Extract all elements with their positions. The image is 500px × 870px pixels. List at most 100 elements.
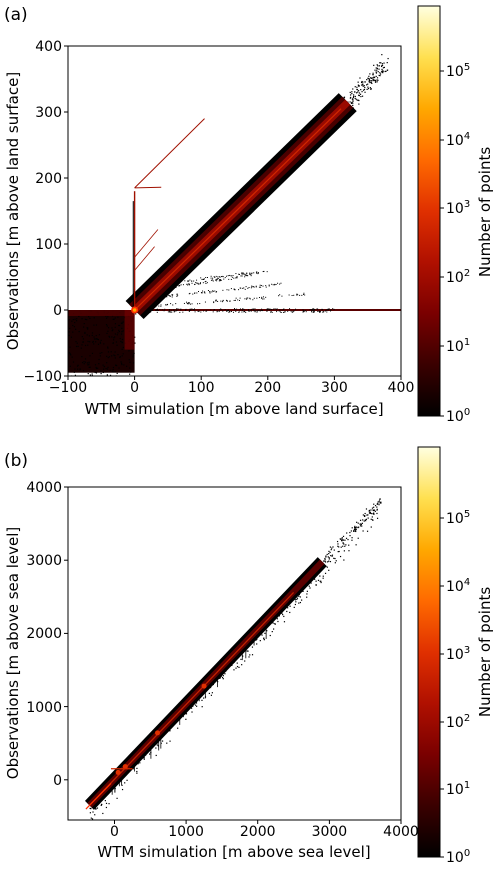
scatter-point — [194, 308, 196, 310]
scatter-point — [344, 545, 346, 547]
scatter-point — [286, 610, 288, 613]
scatter-point — [379, 73, 382, 75]
scatter-point — [122, 321, 124, 323]
hotspot — [201, 683, 207, 689]
scatter-point — [229, 300, 231, 302]
scatter-point — [331, 555, 333, 557]
scatter-point — [190, 309, 192, 311]
scatter-point — [212, 279, 214, 281]
scatter-point — [200, 292, 202, 294]
scatter-point — [211, 291, 213, 293]
scatter-point — [371, 519, 374, 521]
scatter-point — [250, 274, 252, 276]
scatter-point — [312, 311, 314, 313]
y-tick-label: 400 — [35, 39, 62, 55]
scatter-point — [352, 88, 354, 90]
panel-a-colorbar-label: Number of points — [476, 147, 494, 278]
scatter-point — [209, 291, 211, 293]
scatter-point — [271, 283, 273, 285]
scatter-point — [282, 614, 284, 616]
streak-branch — [134, 246, 155, 271]
scatter-point — [236, 277, 238, 279]
y-tick-label: 300 — [35, 105, 62, 121]
scatter-point — [232, 275, 234, 277]
scatter-point — [298, 595, 300, 597]
y-tick-label: 0 — [53, 773, 62, 789]
scatter-point — [375, 71, 377, 73]
scatter-point — [116, 334, 118, 336]
scatter-point — [180, 284, 182, 286]
scatter-point — [328, 560, 330, 562]
scatter-point — [375, 79, 377, 82]
scatter-point — [197, 303, 199, 305]
scatter-point — [366, 88, 368, 90]
scatter-point — [184, 309, 186, 311]
scatter-point — [169, 295, 171, 297]
scatter-point — [222, 289, 224, 291]
scatter-point — [313, 308, 315, 310]
scatter-point — [90, 817, 92, 819]
scatter-point — [330, 310, 332, 312]
scatter-point — [257, 272, 259, 274]
scatter-point — [69, 327, 71, 329]
scatter-point — [369, 73, 371, 75]
scatter-point — [328, 308, 330, 310]
scatter-point — [327, 556, 329, 558]
scatter-point — [114, 336, 116, 338]
scatter-point — [283, 621, 286, 623]
scatter-point — [294, 599, 297, 601]
scatter-point — [355, 98, 357, 100]
scatter-point — [113, 337, 115, 339]
scatter-point — [219, 677, 222, 679]
scatter-point — [328, 557, 330, 559]
scatter-point — [210, 694, 213, 696]
scatter-point — [358, 103, 360, 105]
scatter-point — [325, 555, 327, 557]
scatter-point — [361, 525, 363, 527]
colorbar-tick-label: 101 — [446, 780, 470, 798]
scatter-point — [360, 523, 362, 526]
scatter-point — [89, 355, 91, 357]
scatter-point — [76, 342, 78, 344]
scatter-point — [188, 310, 190, 312]
scatter-point — [244, 660, 246, 662]
scatter-point — [369, 512, 372, 514]
scatter-point — [339, 555, 342, 558]
scatter-point — [304, 310, 306, 312]
scatter-point — [116, 372, 118, 374]
scatter-point — [233, 288, 235, 290]
scatter-point — [247, 275, 249, 277]
scatter-point — [381, 63, 384, 65]
scatter-point — [206, 277, 208, 279]
scatter-point — [161, 740, 164, 742]
scatter-point — [358, 90, 360, 92]
scatter-point — [333, 308, 335, 310]
hotspot — [122, 764, 128, 770]
scatter-point — [106, 374, 108, 376]
scatter-point — [112, 342, 114, 344]
scatter-point — [312, 309, 314, 311]
scatter-point — [359, 525, 362, 527]
scatter-point — [95, 372, 98, 374]
scatter-point — [364, 81, 366, 83]
scatter-point — [376, 508, 378, 510]
scatter-point — [112, 369, 114, 371]
scatter-point — [221, 676, 224, 679]
scatter-point — [265, 286, 267, 288]
scatter-point — [320, 580, 322, 582]
scatter-point — [114, 351, 116, 353]
scatter-point — [189, 279, 191, 281]
scatter-point — [358, 94, 360, 97]
scatter-point — [126, 365, 128, 367]
scatter-point — [126, 779, 128, 781]
scatter-point — [82, 341, 84, 343]
scatter-point — [365, 520, 367, 522]
scatter-point — [376, 506, 378, 508]
scatter-point — [325, 556, 327, 558]
scatter-point — [242, 308, 244, 310]
scatter-point — [273, 628, 275, 630]
scatter-point — [351, 91, 353, 93]
scatter-point — [387, 57, 389, 60]
scatter-point — [343, 96, 346, 98]
scatter-point — [343, 559, 345, 561]
